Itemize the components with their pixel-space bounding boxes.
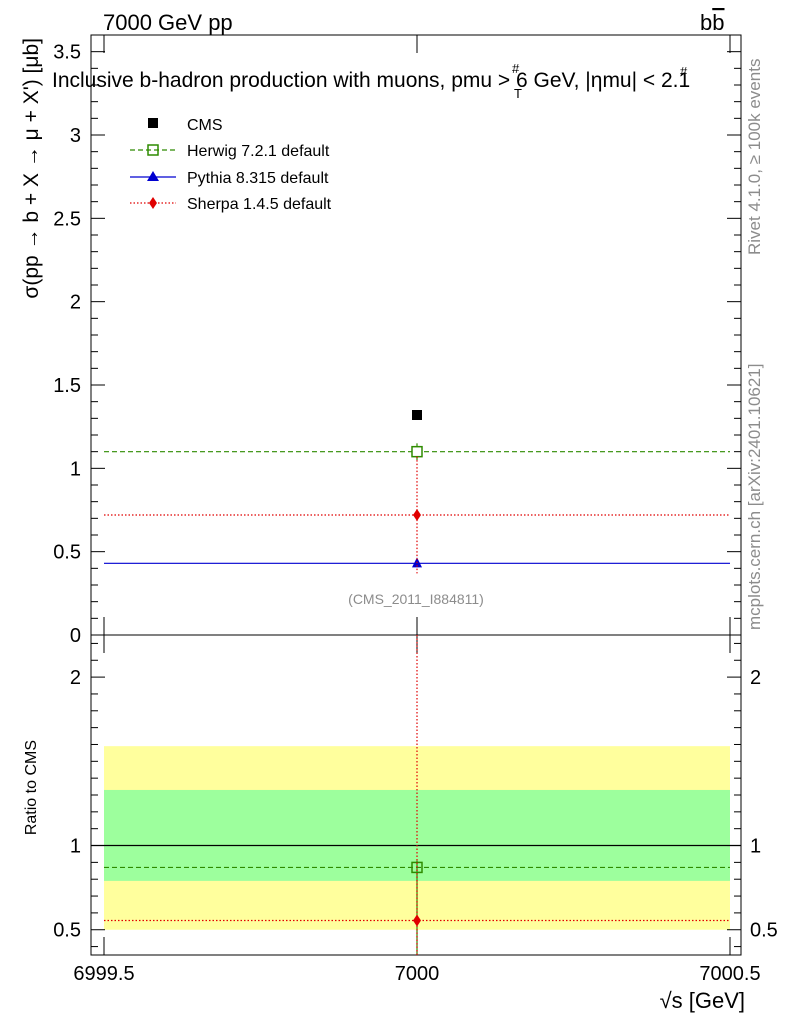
legend-marker-herwig	[147, 144, 159, 156]
legend-label-cms: CMS	[187, 117, 223, 134]
main-ytick-label: 2	[70, 292, 81, 314]
cms-point	[412, 410, 422, 420]
legend-label-sherpa: Sherpa 1.4.5 default	[187, 196, 332, 213]
sherpa-point	[413, 509, 421, 521]
legend: CMS Herwig 7.2.1 default Pythia 8.315 de…	[130, 117, 332, 213]
title-tail: mu| < 2.1	[602, 69, 690, 92]
header-left: 7000 GeV pp	[103, 10, 233, 35]
legend-label-herwig: Herwig 7.2.1 default	[187, 143, 330, 160]
ratio-ylabel: Ratio to CMS	[23, 740, 40, 835]
ratio-ytick-label-left: 2	[70, 667, 81, 689]
legend-marker-pythia	[147, 171, 159, 181]
title-eta: η	[591, 69, 603, 92]
main-ytick-label: 1.5	[53, 375, 81, 397]
main-ytick-label: 3.5	[53, 42, 81, 64]
main-ytick-label: 0.5	[53, 542, 81, 564]
legend-marker-cms	[148, 118, 158, 128]
analysis-tag: (CMS_2011_I884811)	[348, 591, 484, 607]
title-subscript: T	[514, 86, 522, 101]
ratio-ytick-label-right: 1	[750, 836, 761, 858]
title-main: Inclusive b-hadron production with muons…	[52, 69, 451, 92]
x-axis-label: √s [GeV]	[660, 988, 745, 1013]
mcplots-label: mcplots.cern.ch [arXiv:2401.10621]	[745, 364, 764, 630]
title-p: p	[451, 69, 463, 92]
herwig-point	[411, 445, 423, 458]
title-hash-1: #	[512, 61, 520, 76]
ratio-ytick-label-left: 1	[70, 836, 81, 858]
main-ytick-label: 0	[70, 625, 81, 647]
ratio-herwig-point	[411, 861, 423, 874]
ratio-ytick-label-left: 0.5	[53, 920, 81, 942]
rivet-label: Rivet 4.1.0, ≥ 100k events	[745, 59, 764, 255]
ratio-ytick-label-right: 0.5	[750, 920, 778, 942]
header-b-bar: b	[712, 10, 724, 35]
plot-title: Inclusive b-hadron production with muons…	[52, 69, 690, 92]
xtick-label: 6999.5	[73, 963, 134, 985]
header-right: bb	[700, 10, 725, 35]
title-mid: mu > 6 GeV, |	[463, 69, 591, 92]
ratio-sherpa-point	[413, 914, 421, 927]
main-ytick-label: 3	[70, 125, 81, 147]
title-hash-2: #	[680, 64, 688, 79]
xtick-label: 7000	[395, 963, 440, 985]
legend-label-pythia: Pythia 8.315 default	[187, 170, 329, 187]
ratio-ytick-label-right: 2	[750, 667, 761, 689]
xtick-label: 7000.5	[699, 963, 760, 985]
main-ytick-label: 2.5	[53, 208, 81, 230]
main-ytick-label: 1	[70, 458, 81, 480]
header-b: b	[700, 10, 712, 35]
legend-marker-sherpa	[149, 197, 157, 209]
main-ylabel: σ(pp → b + X → μ + X') [μb]	[20, 38, 43, 299]
